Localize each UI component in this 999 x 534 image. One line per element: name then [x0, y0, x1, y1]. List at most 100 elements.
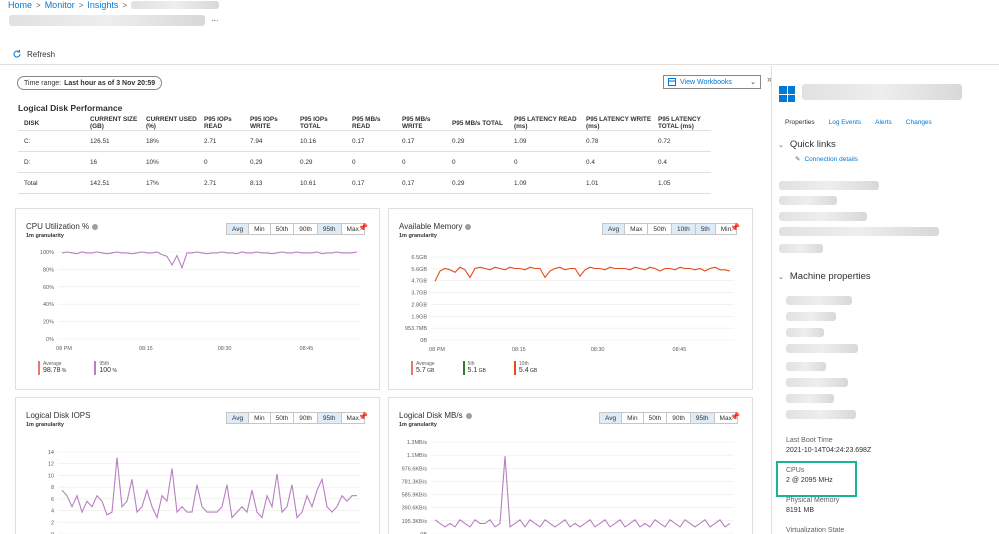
- breadcrumb-monitor[interactable]: Monitor: [44, 0, 75, 10]
- iops-aggregation-pills: Avg Min 50th 90th 95th Max: [226, 412, 365, 424]
- tab-alerts[interactable]: Alerts: [875, 119, 892, 126]
- column-header[interactable]: P95 MB/s TOTAL: [452, 119, 503, 127]
- y-tick-label: 14: [48, 450, 54, 456]
- refresh-label: Refresh: [27, 49, 56, 59]
- aggregation-pill[interactable]: 50th: [644, 413, 668, 423]
- legend-item[interactable]: 10th 5.4 GB: [513, 361, 537, 375]
- table-cell: 0: [396, 151, 446, 173]
- column-header[interactable]: P95 IOPs READ: [204, 116, 232, 130]
- x-tick-label: 08:45: [300, 346, 314, 352]
- aggregation-pill[interactable]: 50th: [648, 224, 673, 234]
- aggregation-pill[interactable]: 95th: [317, 224, 342, 234]
- aggregation-pill[interactable]: Avg: [603, 224, 626, 234]
- table-row: Total 142.51 17% 2.71 8.13 10.61 0.17 0.17 0.29 1…: [18, 172, 711, 194]
- aggregation-pill[interactable]: 90th: [294, 413, 318, 423]
- link-icon: ✎: [795, 156, 801, 163]
- aggregation-pill[interactable]: 50th: [271, 224, 295, 234]
- aggregation-pill[interactable]: Avg: [600, 413, 623, 423]
- redacted-info: [786, 312, 836, 321]
- aggregation-pill[interactable]: Min: [249, 413, 271, 423]
- aggregation-pill[interactable]: 90th: [667, 413, 691, 423]
- legend-name: Average: [43, 361, 62, 367]
- mbs-chart-title: Logical Disk MB/s: [399, 411, 463, 420]
- column-header[interactable]: CURRENT SIZE (GB): [90, 116, 138, 130]
- breadcrumb-resource-redacted[interactable]: [131, 1, 220, 9]
- prop-value: 8191 MB: [786, 507, 815, 514]
- pin-icon[interactable]: 📌: [358, 412, 368, 421]
- collapse-pane-icon[interactable]: »: [767, 74, 773, 84]
- aggregation-pill[interactable]: Max: [719, 414, 732, 422]
- disk-section-title: Logical Disk Performance: [18, 103, 123, 113]
- legend-item[interactable]: 95th 100 %: [94, 361, 117, 375]
- legend-item[interactable]: 5th 5.1 GB: [462, 361, 486, 375]
- table-cell: 18%: [140, 130, 198, 152]
- prop-physical-memory: Physical Memory 8191 MB: [786, 497, 839, 514]
- table-cell: 0.17: [396, 130, 446, 152]
- time-range-picker[interactable]: Time range: Last hour as of 3 Nov 20:59: [17, 76, 163, 90]
- info-icon[interactable]: [465, 412, 472, 419]
- column-header[interactable]: P95 LATENCY READ (ms): [514, 116, 577, 130]
- y-tick-label: 4: [51, 509, 54, 515]
- tab-log-events[interactable]: Log Events: [828, 119, 862, 126]
- info-icon[interactable]: [465, 223, 472, 230]
- aggregation-pill[interactable]: Min: [249, 224, 271, 234]
- aggregation-pill[interactable]: 10th: [672, 224, 696, 234]
- aggregation-pill[interactable]: Max: [346, 225, 359, 233]
- refresh-button[interactable]: Refresh: [12, 49, 55, 59]
- series-line[interactable]: [61, 251, 358, 270]
- pin-icon[interactable]: 📌: [730, 223, 740, 232]
- aggregation-pill[interactable]: Avg: [227, 224, 250, 234]
- column-header[interactable]: CURRENT USED (%): [146, 116, 197, 130]
- aggregation-pill[interactable]: 90th: [294, 224, 318, 234]
- view-workbooks-dropdown[interactable]: View Workbooks ⌄: [663, 75, 761, 89]
- y-tick-label: 80%: [43, 267, 54, 273]
- aggregation-pill[interactable]: Max: [625, 224, 649, 234]
- redacted-info: [779, 196, 837, 205]
- column-header[interactable]: P95 IOPs TOTAL: [300, 116, 328, 130]
- aggregation-pill[interactable]: 5th: [695, 224, 716, 234]
- table-cell: 10.61: [294, 172, 346, 194]
- series-line[interactable]: [61, 457, 357, 520]
- prop-value: 2 @ 2095 MHz: [786, 477, 833, 484]
- info-icon[interactable]: [92, 223, 99, 230]
- aggregation-pill[interactable]: Avg: [227, 413, 250, 423]
- series-line[interactable]: [434, 266, 731, 282]
- column-header[interactable]: P95 LATENCY WRITE (ms): [586, 116, 652, 130]
- legend-item[interactable]: Average 5.7 GB: [411, 361, 435, 375]
- legend-item[interactable]: Average 98.78 %: [38, 361, 66, 375]
- pin-icon[interactable]: 📌: [730, 412, 740, 421]
- legend-swatch: [513, 361, 516, 375]
- cpus-highlight-box: [776, 461, 857, 497]
- connection-details-link[interactable]: ✎ Connection details: [795, 155, 858, 164]
- y-tick-label: 390.6KB/s: [402, 506, 428, 512]
- breadcrumb-insights[interactable]: Insights: [87, 0, 119, 10]
- aggregation-pill[interactable]: 95th: [690, 413, 715, 423]
- column-header[interactable]: P95 MB/s READ: [352, 116, 381, 130]
- column-header[interactable]: P95 LATENCY TOTAL (ms): [658, 116, 701, 130]
- quick-links-header[interactable]: ⌄ Quick links: [778, 139, 836, 150]
- aggregation-pill[interactable]: Max: [346, 414, 359, 422]
- redacted-info: [786, 410, 856, 419]
- machine-properties-header[interactable]: ⌄ Machine properties: [778, 271, 871, 282]
- tab-changes[interactable]: Changes: [905, 119, 932, 126]
- table-cell: 0.29: [446, 172, 508, 194]
- column-header[interactable]: P95 MB/s WRITE: [402, 116, 431, 130]
- table-cell: 1.05: [652, 172, 711, 194]
- aggregation-pill[interactable]: Min: [622, 413, 644, 423]
- series-line[interactable]: [434, 456, 731, 528]
- legend-value: 5.7 GB: [416, 367, 435, 374]
- aggregation-pill[interactable]: Min: [720, 225, 732, 233]
- prop-value: 2021-10-14T04:24:23.698Z: [786, 447, 872, 454]
- more-options-icon[interactable]: ...: [211, 13, 219, 23]
- aggregation-pill[interactable]: 95th: [317, 413, 342, 423]
- aggregation-pill[interactable]: 50th: [271, 413, 295, 423]
- iops-chart-title: Logical Disk IOPS: [26, 411, 91, 420]
- table-row: C: 126.51 18% 2.71 7.94 10.16 0.17 0.17 0.29 1.09…: [18, 130, 711, 152]
- column-header[interactable]: DISK: [24, 119, 40, 127]
- column-header[interactable]: P95 IOPs WRITE: [250, 116, 278, 130]
- breadcrumb-home[interactable]: Home: [8, 0, 33, 10]
- tab-properties[interactable]: Properties: [785, 119, 815, 126]
- table-cell: 7.94: [244, 130, 294, 152]
- table-cell: 0.17: [396, 172, 446, 194]
- pin-icon[interactable]: 📌: [358, 223, 368, 232]
